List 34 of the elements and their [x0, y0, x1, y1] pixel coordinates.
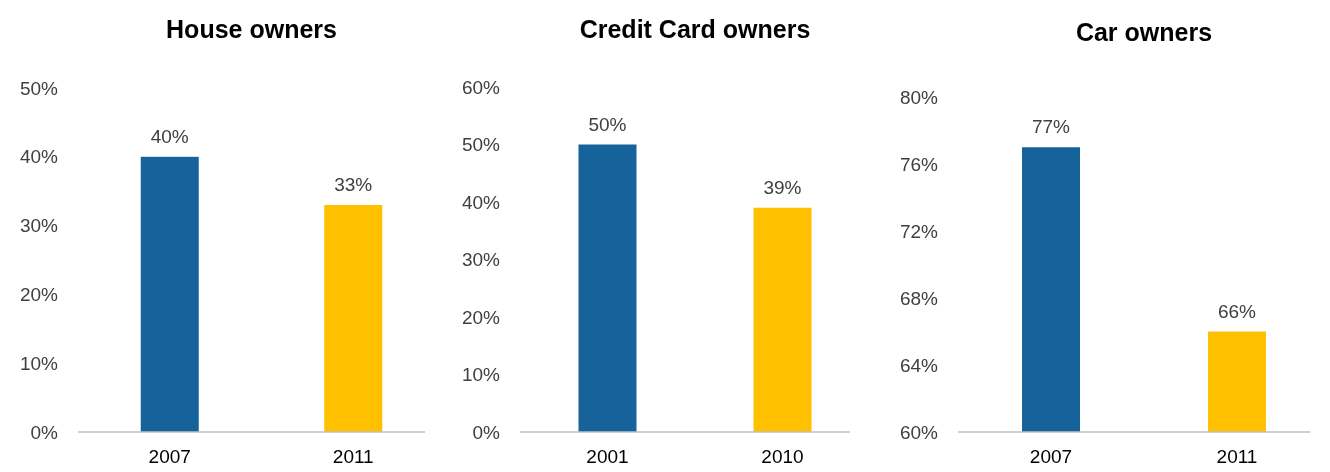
y-tick-label: 40%: [19, 146, 59, 168]
x-tick-label: 2011: [332, 446, 374, 467]
y-tick-label: 60%: [899, 421, 939, 443]
data-label: 39%: [763, 176, 802, 198]
y-tick-label: 0%: [30, 421, 59, 443]
x-tick-label: 2007: [1029, 446, 1073, 467]
y-tick-label: 10%: [19, 352, 59, 374]
chart-title: Credit Card owners: [579, 15, 811, 43]
y-tick-label: 76%: [899, 153, 939, 175]
y-tick-label: 30%: [461, 249, 501, 271]
y-tick-label: 64%: [899, 354, 939, 376]
y-tick-label: 50%: [19, 77, 59, 99]
y-tick-label: 30%: [19, 215, 59, 237]
x-tick-label: 2010: [761, 446, 804, 467]
data-label: 40%: [150, 125, 189, 147]
data-label: 50%: [588, 113, 627, 135]
y-tick-label: 20%: [19, 284, 59, 306]
x-tick-label: 2007: [148, 446, 191, 467]
y-tick-label: 68%: [899, 287, 939, 309]
chart-title: Car owners: [1075, 18, 1213, 46]
x-tick-label: 2001: [586, 446, 629, 467]
data-label: 66%: [1217, 300, 1257, 322]
y-tick-label: 0%: [472, 421, 501, 443]
y-tick-label: 80%: [899, 86, 939, 108]
data-label: 77%: [1031, 116, 1071, 138]
chart-title: House owners: [166, 15, 337, 43]
y-tick-label: 40%: [461, 191, 501, 213]
y-tick-label: 60%: [461, 76, 501, 98]
y-tick-label: 20%: [461, 306, 501, 328]
y-tick-label: 72%: [899, 220, 939, 242]
data-label: 33%: [334, 173, 373, 195]
y-tick-label: 50%: [461, 134, 501, 156]
y-tick-label: 10%: [461, 364, 501, 386]
x-tick-label: 2011: [1216, 446, 1258, 467]
